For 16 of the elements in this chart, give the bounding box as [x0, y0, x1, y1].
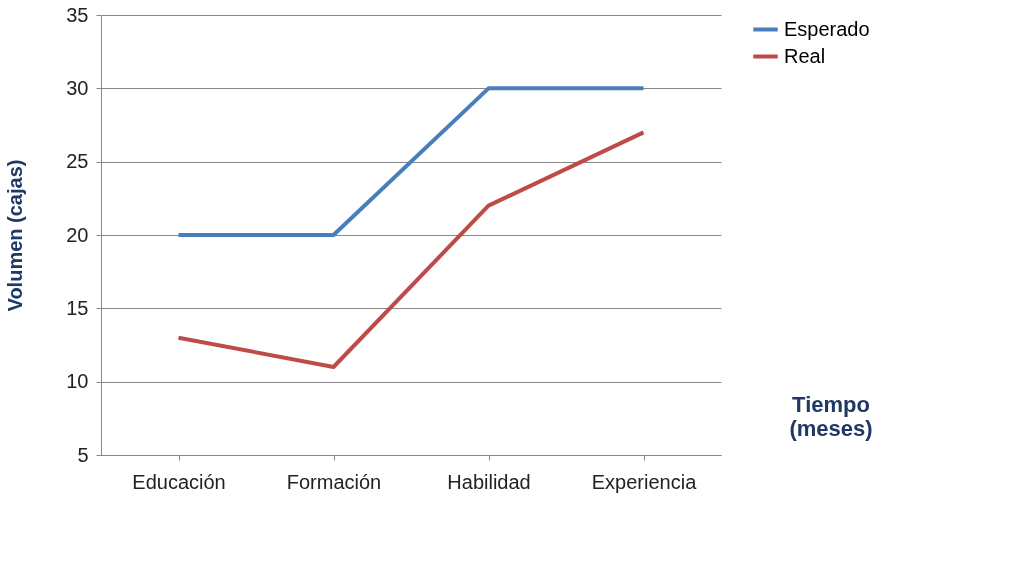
line-series [176, 130, 646, 369]
y-tick-label: 20 [66, 223, 89, 246]
legend-label: Esperado [784, 17, 870, 40]
x-tick-label: Habilidad [447, 470, 531, 493]
y-axis-title: Volumen (cajas) [4, 159, 27, 312]
x-tick-label: Experiencia [591, 470, 698, 493]
x-tick-label: Educación [132, 470, 226, 493]
y-tick-label: 25 [66, 150, 89, 173]
y-tick-label: 30 [66, 76, 89, 99]
y-tick-label: 35 [66, 3, 89, 26]
y-tick-label: 5 [77, 443, 89, 466]
y-tick-label: 15 [66, 296, 89, 319]
x-tick-label: Formación [286, 470, 382, 493]
x-axis-title: Tiempo (meses) [789, 392, 873, 441]
y-tick-label: 10 [66, 370, 89, 393]
legend-label: Real [784, 44, 826, 67]
